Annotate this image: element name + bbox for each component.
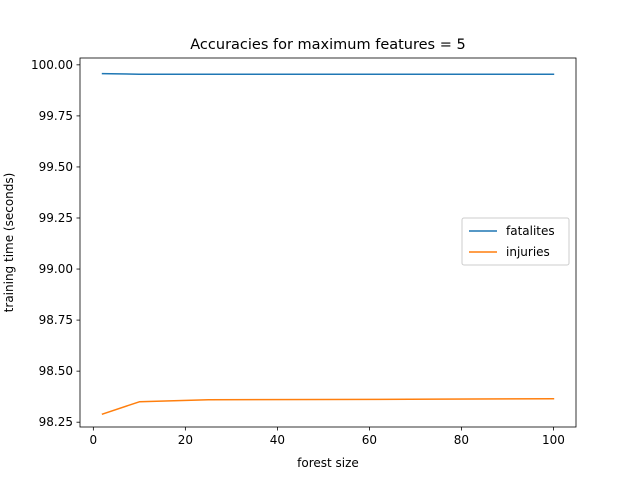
series-line-injuries (101, 397, 555, 415)
plot-area: 0 20 40 60 80 100 98.25 98.50 98.75 99.00 99.25 99.… (31, 58, 565, 447)
y-tick-label: 98.75 (39, 313, 73, 327)
y-tick-label: 99.50 (39, 160, 73, 174)
legend: fatalites injuries (461, 217, 570, 266)
x-axis-label: forest size (297, 456, 359, 470)
x-tick-label: 40 (270, 433, 285, 447)
x-tick-label: 100 (542, 433, 565, 447)
x-tick-label: 20 (178, 433, 193, 447)
y-tick-label: 99.25 (39, 211, 73, 225)
chart-title: Accuracies for maximum features = 5 (190, 37, 465, 53)
y-tick-label: 100.00 (31, 58, 73, 72)
y-tick-label: 98.50 (39, 364, 73, 378)
y-tick-label: 99.00 (39, 262, 73, 276)
series-line-fatalites (101, 72, 555, 75)
y-tick-label: 98.25 (39, 415, 73, 429)
legend-label-injuries: injuries (506, 245, 550, 259)
legend-box (461, 217, 570, 266)
plot-frame (79, 57, 577, 428)
y-axis-label: training time (seconds) (2, 173, 16, 313)
legend-label-fatalites: fatalites (506, 224, 555, 238)
y-tick-label: 99.75 (39, 109, 73, 123)
x-tick-label: 60 (362, 433, 377, 447)
x-tick-label: 80 (454, 433, 469, 447)
x-tick-label: 0 (90, 433, 98, 447)
